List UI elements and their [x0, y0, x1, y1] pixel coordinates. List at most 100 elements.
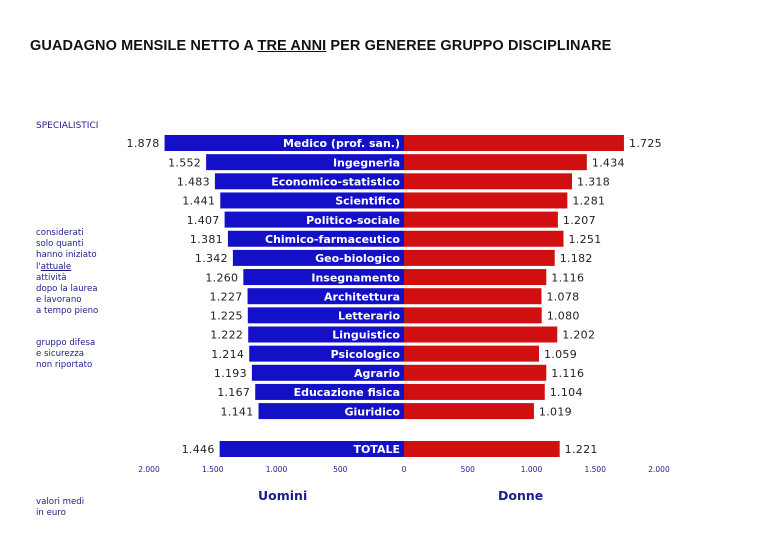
value-label-women: 1.078 — [546, 290, 579, 303]
value-label-women: 1.059 — [544, 348, 577, 361]
x-tick-label: 1.500 — [202, 465, 224, 474]
note-line: l'attuale — [36, 262, 126, 273]
value-label-men: 1.381 — [190, 233, 223, 246]
x-tick-label: 500 — [461, 465, 476, 474]
bar-men — [247, 307, 404, 324]
men-axis-label: Uomini — [258, 488, 308, 503]
bar-women — [404, 403, 534, 420]
category-label: Medico (prof. san.) — [283, 137, 400, 150]
axis-layer: 2.000 1.500 1.000 500 0 500 1.000 1.500 2.000 — [138, 465, 670, 474]
note-line: hanno iniziato — [36, 250, 97, 261]
women-axis-label: Donne — [498, 488, 544, 503]
category-label: Linguistico — [332, 329, 400, 342]
category-label: Giuridico — [344, 405, 400, 418]
bar-women — [404, 345, 540, 362]
bar-women — [404, 173, 573, 190]
value-label-men: 1.260 — [205, 271, 238, 284]
bar-men — [164, 135, 404, 151]
note-line: e sicurezza — [36, 349, 84, 360]
value-label-men: 1.193 — [214, 367, 247, 380]
x-tick-label: 1.000 — [266, 465, 288, 474]
value-label-men: 1.225 — [210, 310, 243, 323]
value-label-women: 1.104 — [550, 386, 583, 399]
value-label-women: 1.251 — [569, 233, 602, 246]
exclusion-note: gruppo difesa e sicurezza non riportato — [36, 338, 126, 372]
value-label-men: 1.167 — [217, 386, 250, 399]
category-label: Ingegneria — [333, 156, 400, 169]
value-label-women: 1.725 — [629, 137, 662, 150]
bar-men — [255, 383, 404, 400]
note-line: a tempo pieno — [36, 306, 99, 317]
category-label: Chimico-farmaceutico — [265, 233, 400, 246]
chart-title: GUADAGNO MENSILE NETTO A TRE ANNI PER GE… — [30, 38, 611, 54]
value-label-men: 1.552 — [168, 156, 201, 169]
value-label-men: 1.141 — [221, 405, 254, 418]
bar-men — [227, 230, 404, 247]
x-tick-label: 1.500 — [585, 465, 607, 474]
bar-men — [248, 326, 404, 343]
bar-men — [232, 249, 404, 266]
value-label-men: 1.222 — [210, 329, 243, 342]
bar-women — [404, 326, 558, 343]
note-line: in euro — [36, 508, 66, 519]
category-label: Insegnamento — [311, 271, 400, 284]
value-label-men: 1.441 — [182, 195, 215, 208]
note-line: non riportato — [36, 360, 93, 371]
value-label-men: 1.878 — [127, 137, 160, 150]
note-fragment-underlined: attuale — [40, 261, 72, 272]
bar-men — [214, 173, 404, 190]
bar-men — [258, 403, 404, 420]
bar-women — [404, 383, 545, 400]
value-label-women: 1.182 — [560, 252, 593, 265]
category-label: Scientifico — [335, 195, 400, 208]
bar-men — [219, 441, 404, 457]
x-tick-label: 0 — [402, 465, 407, 474]
category-label: Geo-biologico — [315, 252, 400, 265]
bar-women — [404, 307, 542, 324]
note-line: e lavorano — [36, 295, 82, 306]
value-label-men: 1.227 — [210, 290, 243, 303]
value-label-men: 1.407 — [187, 214, 220, 227]
units-note: valori medi in euro — [36, 497, 126, 519]
group-heading: SPECIALISTICI — [36, 121, 99, 131]
note-line: dopo la laurea — [36, 283, 98, 294]
bar-men — [206, 154, 404, 171]
value-label-women: 1.116 — [551, 367, 584, 380]
bar-men — [249, 345, 404, 362]
category-label: Psicologico — [331, 348, 401, 361]
value-label-women: 1.207 — [563, 214, 596, 227]
note-line: gruppo difesa — [36, 338, 96, 348]
bar-women — [404, 441, 560, 457]
bar-women — [404, 288, 542, 305]
note-fragment: l' — [36, 261, 41, 272]
category-label: Economico-statistico — [271, 176, 400, 189]
bar-women — [404, 135, 624, 151]
bar-women — [404, 154, 587, 171]
x-tick-label: 2.000 — [648, 465, 670, 474]
bar-women — [404, 230, 564, 247]
category-label: Educazione fisica — [294, 386, 400, 399]
category-label: TOTALE — [353, 443, 400, 456]
value-label-women: 1.281 — [572, 195, 605, 208]
bar-women — [404, 211, 558, 228]
value-label-men: 1.342 — [195, 252, 228, 265]
category-label: Agrario — [354, 367, 400, 380]
note-line: considerati — [36, 228, 84, 238]
note-line: attività — [36, 272, 67, 283]
bar-women — [404, 364, 547, 381]
value-label-women: 1.116 — [551, 271, 584, 284]
bar-men — [224, 211, 404, 228]
value-label-men: 1.483 — [177, 176, 210, 189]
bar-men — [251, 364, 404, 381]
x-tick-label: 1.000 — [521, 465, 543, 474]
title-part-2: TRE ANNI — [257, 38, 327, 54]
bar-women — [404, 269, 547, 286]
x-tick-label: 500 — [333, 465, 348, 474]
x-tick-label: 2.000 — [138, 465, 160, 474]
value-label-women: 1.221 — [565, 443, 598, 456]
note-line: solo quanti — [36, 239, 84, 250]
value-label-women: 1.080 — [547, 310, 580, 323]
title-part-1: GUADAGNO MENSILE NETTO A — [30, 38, 258, 54]
value-label-men: 1.446 — [182, 443, 215, 456]
